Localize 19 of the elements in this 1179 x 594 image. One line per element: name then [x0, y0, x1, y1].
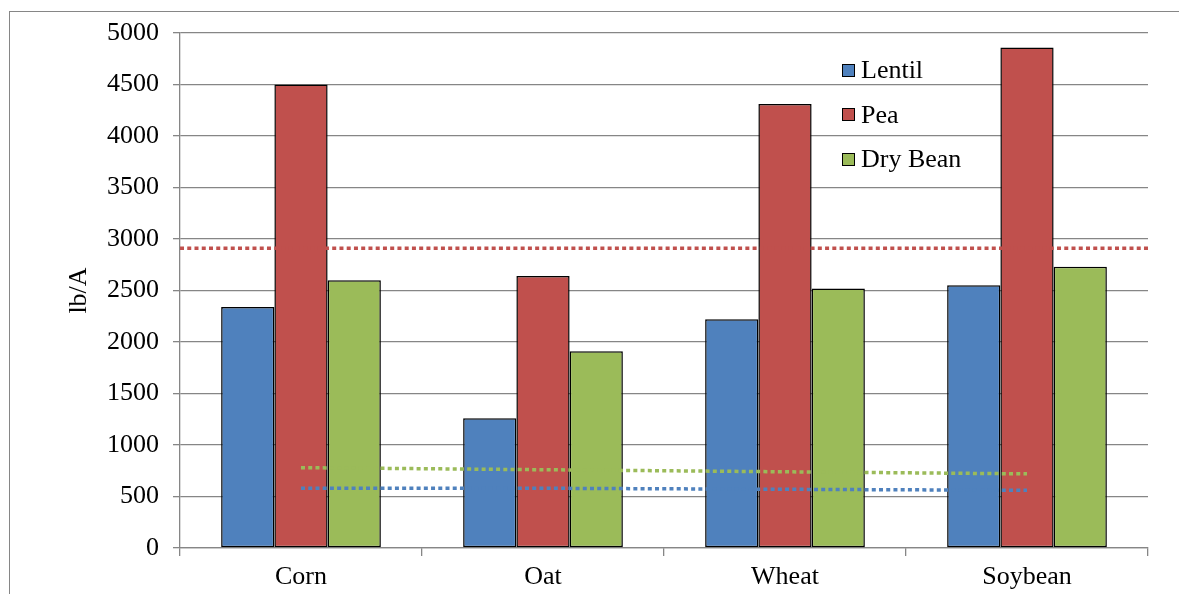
x-tick-label: Wheat — [751, 561, 820, 591]
y-tick-label: 4000 — [107, 119, 159, 149]
y-tick-label: 2000 — [107, 325, 159, 355]
y-axis-title: lb/A — [63, 267, 93, 314]
x-tick-label: Corn — [275, 561, 327, 591]
y-tick-label: 0 — [146, 531, 159, 561]
y-tick-label: 3500 — [107, 171, 159, 201]
legend-label: Dry Bean — [861, 143, 962, 176]
legend-label: Lentil — [861, 54, 924, 87]
legend-label: Pea — [861, 98, 899, 131]
y-tick-label: 5000 — [107, 16, 159, 46]
y-tick-label: 1500 — [107, 377, 159, 407]
y-tick-label: 500 — [120, 480, 159, 510]
y-tick-label: 3000 — [107, 222, 159, 252]
y-tick-label: 1000 — [107, 428, 159, 458]
x-tick-label: Soybean — [982, 561, 1072, 591]
y-tick-label: 2500 — [107, 274, 159, 304]
x-tick-label: Oat — [524, 561, 563, 591]
y-tick-label: 4500 — [107, 68, 159, 98]
